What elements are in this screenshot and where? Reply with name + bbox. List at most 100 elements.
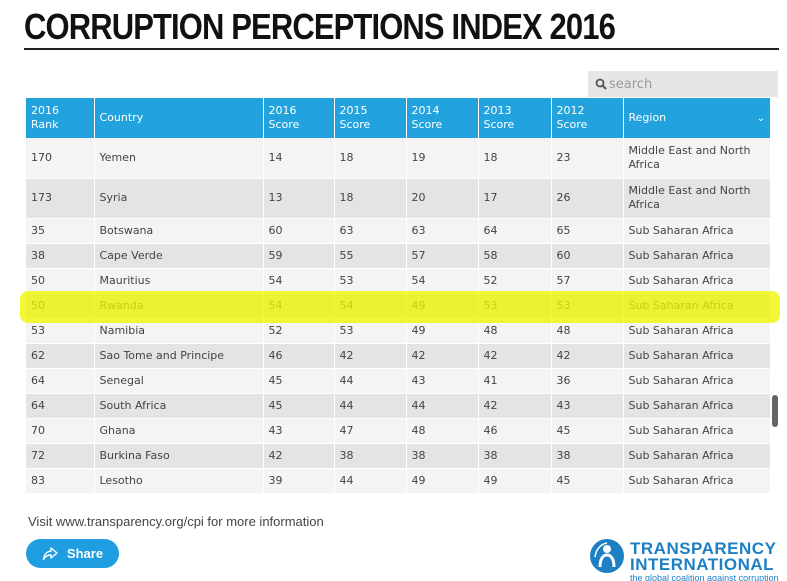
cell-country: Rwanda: [94, 293, 264, 319]
cell-s2014: 63: [406, 218, 479, 244]
visit-info-text: Visit www.transparency.org/cpi for more …: [28, 514, 324, 529]
cell-country: Syria: [94, 178, 264, 219]
title-divider: [24, 48, 779, 50]
cell-s2016: 45: [263, 393, 335, 419]
table-row[interactable]: 170 Yemen 14 18 19 18 23 Middle East and North …: [26, 138, 770, 179]
cell-s2014: 19: [406, 138, 479, 179]
cell-s2016: 13: [263, 178, 335, 219]
share-label: Share: [66, 546, 104, 561]
cell-region: Sub Saharan Africa: [623, 318, 770, 344]
table-row[interactable]: 64 South Africa 45 44 44 42 43 Sub Saharan Afri…: [26, 393, 770, 419]
cell-s2013: 41: [478, 368, 552, 394]
search-icon: [595, 78, 607, 90]
table-row[interactable]: 35 Botswana 60 63 63 64 65 Sub Saharan Africa: [26, 218, 770, 244]
table-row[interactable]: 83 Lesotho 39 44 49 49 45 Sub Saharan Africa: [26, 468, 770, 494]
cell-region: Middle East and North Africa: [623, 138, 770, 179]
cell-country: Yemen: [94, 138, 264, 179]
cell-s2015: 63: [334, 218, 407, 244]
cell-country: Mauritius: [94, 268, 264, 294]
cell-s2012: 23: [551, 138, 624, 179]
cell-region: Sub Saharan Africa: [623, 393, 770, 419]
cell-country: Lesotho: [94, 468, 264, 494]
cell-s2013: 38: [478, 443, 552, 469]
table-row[interactable]: 50 Rwanda 54 54 49 53 53 Sub Saharan Africa: [26, 293, 770, 319]
chevron-down-icon[interactable]: ⌄: [756, 112, 765, 124]
cell-rank: 170: [26, 138, 95, 179]
cell-s2013: 42: [478, 343, 552, 369]
cell-rank: 64: [26, 368, 95, 394]
table-row[interactable]: 50 Mauritius 54 53 54 52 57 Sub Saharan Africa: [26, 268, 770, 294]
cell-region: Sub Saharan Africa: [623, 343, 770, 369]
cell-rank: 62: [26, 343, 95, 369]
table-row[interactable]: 70 Ghana 43 47 48 46 45 Sub Saharan Africa: [26, 418, 770, 444]
cell-rank: 64: [26, 393, 95, 419]
cell-country: Burkina Faso: [94, 443, 264, 469]
header-2013-score[interactable]: 2013 Score: [478, 98, 552, 138]
cell-s2014: 43: [406, 368, 479, 394]
transparency-international-logo[interactable]: TRANSPARENCY INTERNATIONAL the global co…: [590, 538, 780, 581]
cell-s2016: 60: [263, 218, 335, 244]
logo-text-line2: INTERNATIONAL: [630, 555, 775, 574]
cell-region: Sub Saharan Africa: [623, 368, 770, 394]
cell-rank: 50: [26, 293, 95, 319]
cell-s2015: 44: [334, 468, 407, 494]
cell-rank: 53: [26, 318, 95, 344]
table-row[interactable]: 64 Senegal 45 44 43 41 36 Sub Saharan Africa: [26, 368, 770, 394]
table-row[interactable]: 62 Sao Tome and Principe 46 42 42 42 42 Sub Sah…: [26, 343, 770, 369]
cell-s2012: 57: [551, 268, 624, 294]
cell-s2013: 64: [478, 218, 552, 244]
cell-s2013: 18: [478, 138, 552, 179]
cell-region: Sub Saharan Africa: [623, 443, 770, 469]
cell-region: Sub Saharan Africa: [623, 468, 770, 494]
cell-s2014: 38: [406, 443, 479, 469]
cell-s2015: 55: [334, 243, 407, 269]
cell-s2016: 42: [263, 443, 335, 469]
cell-s2012: 43: [551, 393, 624, 419]
search-input[interactable]: search: [588, 71, 778, 97]
table-row[interactable]: 72 Burkina Faso 42 38 38 38 38 Sub Saharan Afri…: [26, 443, 770, 469]
cell-s2015: 38: [334, 443, 407, 469]
header-2014-score[interactable]: 2014 Score: [406, 98, 479, 138]
cell-s2013: 17: [478, 178, 552, 219]
cpi-table: 2016 Rank Country 2016 Score 2015 Score …: [26, 98, 770, 494]
header-2015-score[interactable]: 2015 Score: [334, 98, 407, 138]
cell-s2015: 42: [334, 343, 407, 369]
cell-s2016: 54: [263, 293, 335, 319]
cell-s2012: 53: [551, 293, 624, 319]
cell-s2016: 45: [263, 368, 335, 394]
table-row[interactable]: 53 Namibia 52 53 49 48 48 Sub Saharan Africa: [26, 318, 770, 344]
header-country[interactable]: Country: [94, 98, 264, 138]
cell-s2012: 36: [551, 368, 624, 394]
table-row[interactable]: 38 Cape Verde 59 55 57 58 60 Sub Saharan Africa: [26, 243, 770, 269]
share-button[interactable]: Share: [26, 539, 119, 568]
scrollbar-thumb[interactable]: [772, 395, 778, 427]
header-region[interactable]: Region ⌄: [623, 98, 770, 138]
cell-region: Sub Saharan Africa: [623, 293, 770, 319]
cell-country: Cape Verde: [94, 243, 264, 269]
cell-s2013: 49: [478, 468, 552, 494]
cell-s2016: 43: [263, 418, 335, 444]
header-2012-score[interactable]: 2012 Score: [551, 98, 624, 138]
cell-s2014: 54: [406, 268, 479, 294]
cell-s2015: 47: [334, 418, 407, 444]
cell-rank: 72: [26, 443, 95, 469]
cell-s2012: 48: [551, 318, 624, 344]
cell-rank: 35: [26, 218, 95, 244]
cell-rank: 70: [26, 418, 95, 444]
cell-country: Namibia: [94, 318, 264, 344]
cell-s2014: 44: [406, 393, 479, 419]
cell-s2012: 45: [551, 418, 624, 444]
header-2016-score[interactable]: 2016 Score: [263, 98, 335, 138]
cell-s2012: 26: [551, 178, 624, 219]
search-placeholder: search: [609, 76, 653, 92]
cell-s2014: 57: [406, 243, 479, 269]
header-rank[interactable]: 2016 Rank: [26, 98, 95, 138]
cpi-table-container[interactable]: 2016 Rank Country 2016 Score 2015 Score …: [26, 98, 770, 495]
cell-country: Sao Tome and Principe: [94, 343, 264, 369]
cell-s2015: 18: [334, 178, 407, 219]
cell-s2015: 53: [334, 268, 407, 294]
table-row[interactable]: 173 Syria 13 18 20 17 26 Middle East and North …: [26, 178, 770, 219]
cell-s2016: 39: [263, 468, 335, 494]
cell-s2016: 52: [263, 318, 335, 344]
cell-country: South Africa: [94, 393, 264, 419]
